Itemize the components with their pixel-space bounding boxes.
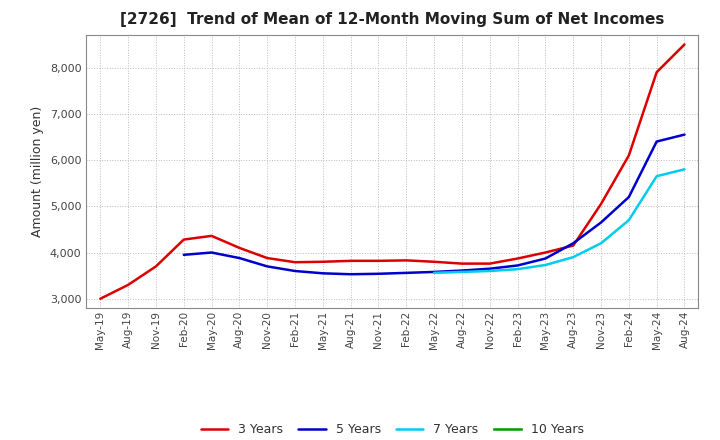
- 3 Years: [235, 245, 243, 250]
- 3 Years: [680, 42, 689, 47]
- 3 Years: [402, 258, 410, 263]
- 3 Years: [597, 202, 606, 207]
- 3 Years: [207, 233, 216, 238]
- 3 Years: [652, 70, 661, 75]
- Line: 7 Years: 7 Years: [434, 169, 685, 273]
- 3 Years: [263, 256, 271, 261]
- 5 Years: [318, 271, 327, 276]
- 7 Years: [513, 267, 522, 272]
- 5 Years: [513, 263, 522, 268]
- 7 Years: [485, 268, 494, 274]
- 7 Years: [652, 174, 661, 179]
- 7 Years: [541, 262, 550, 268]
- Line: 3 Years: 3 Years: [100, 44, 685, 299]
- 3 Years: [624, 153, 633, 158]
- Line: 5 Years: 5 Years: [184, 135, 685, 274]
- 7 Years: [458, 269, 467, 275]
- Title: [2726]  Trend of Mean of 12-Month Moving Sum of Net Incomes: [2726] Trend of Mean of 12-Month Moving …: [120, 12, 665, 27]
- 3 Years: [96, 296, 104, 301]
- 7 Years: [597, 241, 606, 246]
- 3 Years: [430, 259, 438, 264]
- 7 Years: [624, 217, 633, 223]
- 5 Years: [402, 270, 410, 275]
- 5 Years: [680, 132, 689, 137]
- 5 Years: [346, 271, 355, 277]
- 7 Years: [680, 167, 689, 172]
- 3 Years: [291, 260, 300, 265]
- Y-axis label: Amount (million yen): Amount (million yen): [32, 106, 45, 237]
- 5 Years: [569, 241, 577, 246]
- 5 Years: [291, 268, 300, 274]
- 5 Years: [458, 268, 467, 273]
- 5 Years: [179, 252, 188, 257]
- Legend: 3 Years, 5 Years, 7 Years, 10 Years: 3 Years, 5 Years, 7 Years, 10 Years: [196, 418, 589, 440]
- 5 Years: [624, 194, 633, 200]
- 5 Years: [207, 250, 216, 255]
- 5 Years: [485, 266, 494, 271]
- 3 Years: [374, 258, 383, 264]
- 3 Years: [513, 256, 522, 261]
- 5 Years: [374, 271, 383, 276]
- 5 Years: [597, 220, 606, 225]
- 5 Years: [235, 256, 243, 261]
- 7 Years: [430, 270, 438, 275]
- 3 Years: [152, 264, 161, 269]
- 3 Years: [124, 282, 132, 287]
- 3 Years: [569, 243, 577, 248]
- 3 Years: [179, 237, 188, 242]
- 3 Years: [541, 250, 550, 255]
- 3 Years: [458, 261, 467, 266]
- 5 Years: [541, 256, 550, 261]
- 5 Years: [430, 269, 438, 275]
- 7 Years: [569, 254, 577, 260]
- 3 Years: [318, 259, 327, 264]
- 5 Years: [263, 264, 271, 269]
- 3 Years: [346, 258, 355, 264]
- 3 Years: [485, 261, 494, 266]
- 5 Years: [652, 139, 661, 144]
